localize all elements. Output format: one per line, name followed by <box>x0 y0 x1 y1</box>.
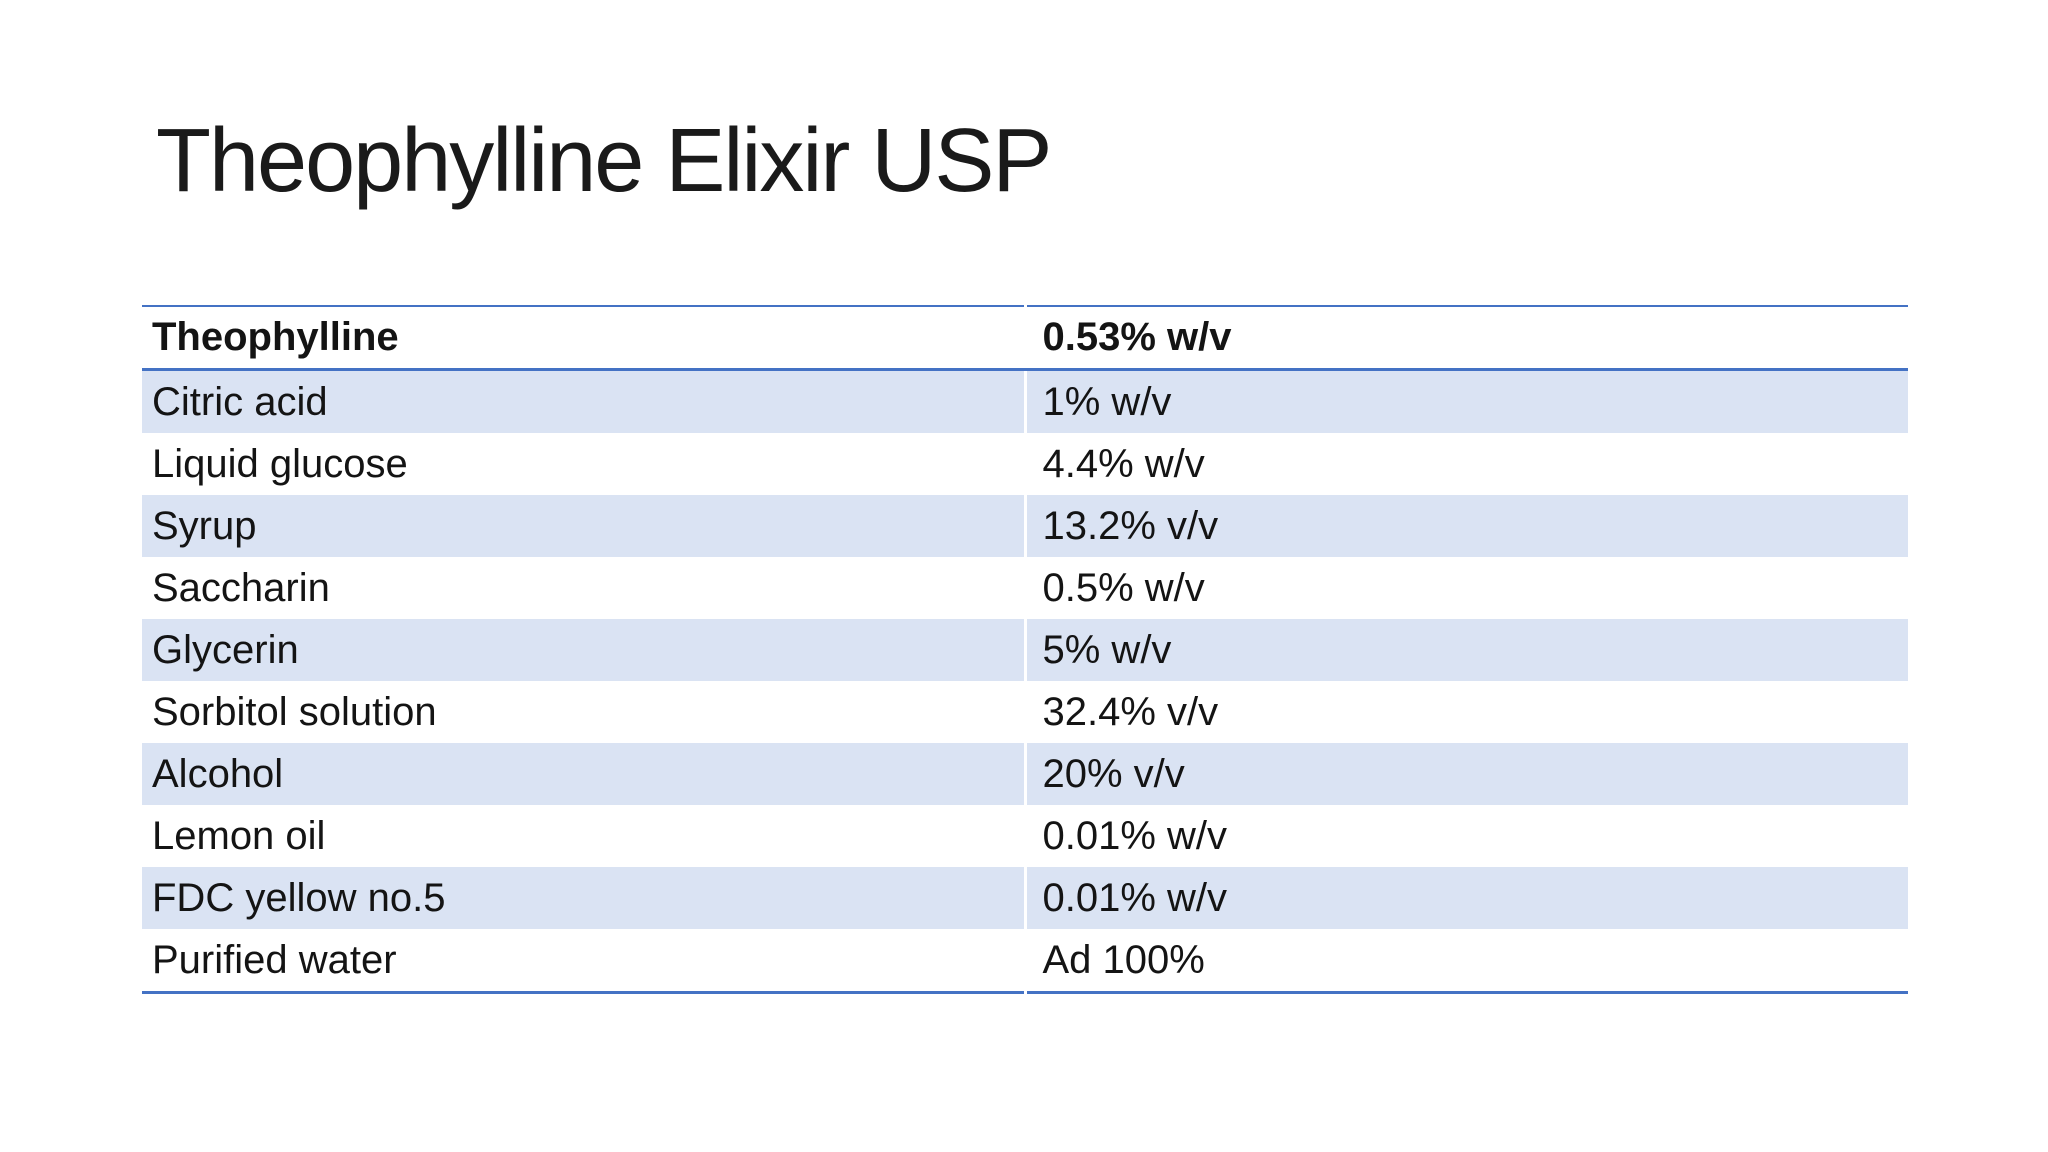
ingredient-cell: Alcohol <box>152 751 284 796</box>
table-row: Citric acid 1% w/v <box>142 369 1908 433</box>
ingredient-cell: Purified water <box>152 937 397 982</box>
header-ingredient-cell: Theophylline <box>142 306 1025 371</box>
table-row: Syrup 13.2% v/v <box>142 495 1908 557</box>
table-row: Liquid glucose 4.4% w/v <box>142 433 1908 495</box>
header-amount-cell: 0.53% w/v <box>1023 306 1908 371</box>
amount-cell: 4.4% w/v <box>1023 433 1908 495</box>
ingredient-cell: Lemon oil <box>152 813 326 858</box>
ingredient-cell: FDC yellow no.5 <box>152 875 446 920</box>
amount-cell: 13.2% v/v <box>1023 495 1908 557</box>
table-row: Sorbitol solution 32.4% v/v <box>142 681 1908 743</box>
amount-cell: 0.01% w/v <box>1023 867 1908 929</box>
amount-cell: 20% v/v <box>1023 743 1908 805</box>
amount-cell: 0.01% w/v <box>1023 805 1908 867</box>
ingredient-cell: Sorbitol solution <box>152 689 437 734</box>
ingredient-cell: Syrup <box>152 503 257 548</box>
ingredients-table: Theophylline 0.53% w/v Citric acid 1% w/… <box>142 305 1908 994</box>
ingredient-cell: Liquid glucose <box>152 441 408 486</box>
table-row: Lemon oil 0.01% w/v <box>142 805 1908 867</box>
ingredient-cell: Saccharin <box>152 565 330 610</box>
ingredient-cell: Glycerin <box>152 627 299 672</box>
ingredient-cell: Citric acid <box>152 379 328 424</box>
table-row: Alcohol 20% v/v <box>142 743 1908 805</box>
table-header-row: Theophylline 0.53% w/v <box>142 306 1908 371</box>
amount-cell: 0.5% w/v <box>1023 557 1908 619</box>
table-row: Saccharin 0.5% w/v <box>142 557 1908 619</box>
table-row: FDC yellow no.5 0.01% w/v <box>142 867 1908 929</box>
amount-cell: Ad 100% <box>1023 929 1908 993</box>
page-title: Theophylline Elixir USP <box>156 111 1052 211</box>
amount-cell: 5% w/v <box>1023 619 1908 681</box>
amount-cell: 32.4% v/v <box>1023 681 1908 743</box>
table-row: Purified water Ad 100% <box>142 929 1908 993</box>
table-row: Glycerin 5% w/v <box>142 619 1908 681</box>
amount-cell: 1% w/v <box>1023 369 1908 433</box>
